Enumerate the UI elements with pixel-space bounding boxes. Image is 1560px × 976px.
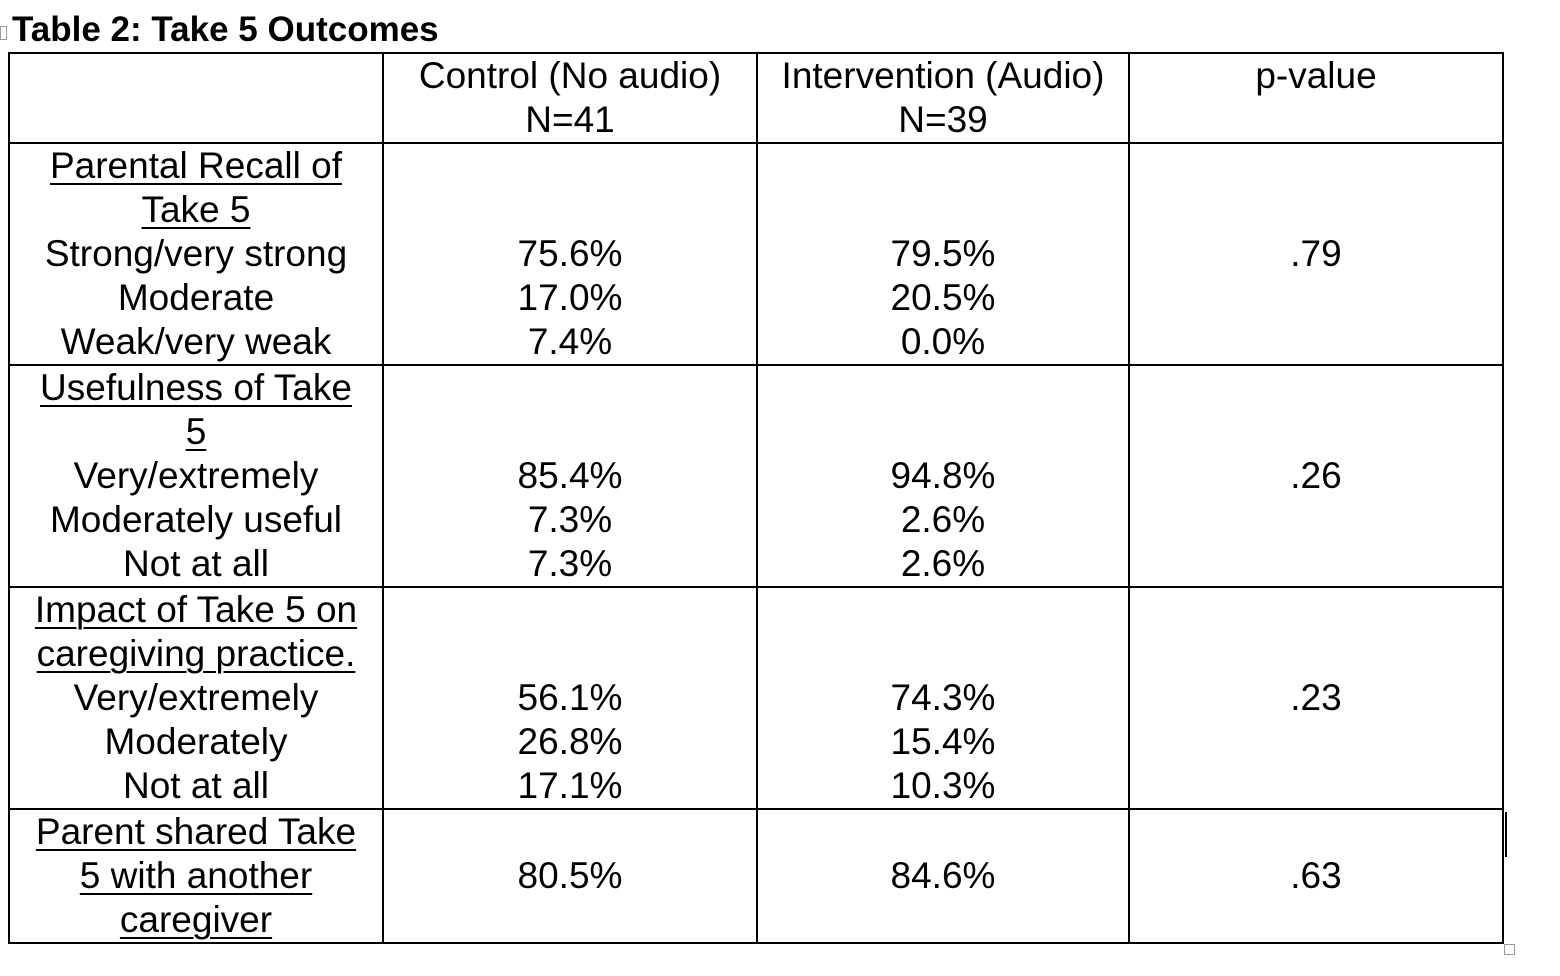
control-value: 56.1% — [517, 677, 623, 718]
intervention-values-cell: 79.5% 20.5% 0.0% — [756, 142, 1130, 366]
control-value: 7.3% — [527, 499, 613, 540]
pvalue: .63 — [1290, 855, 1342, 896]
intervention-value: 84.6% — [890, 855, 996, 896]
control-value: 7.3% — [527, 543, 613, 584]
row-label-cell: Impact of Take 5 on caregiving practice.… — [8, 586, 384, 810]
group-heading: 5 with another — [79, 855, 313, 896]
group-heading: Take 5 — [141, 189, 251, 230]
group-heading: caregiving practice. — [36, 633, 356, 674]
header-control-n: N=41 — [525, 99, 615, 140]
category-label: Moderately — [104, 721, 288, 762]
header-empty-cell — [8, 52, 384, 144]
table-resize-handle[interactable] — [1504, 944, 1515, 955]
category-label: Not at all — [122, 765, 269, 806]
control-value: 80.5% — [517, 855, 623, 896]
header-control-cell: Control (No audio) N=41 — [382, 52, 758, 144]
header-intervention-cell: Intervention (Audio) N=39 — [756, 52, 1130, 144]
table-title: Table 2: Take 5 Outcomes — [12, 10, 439, 49]
control-value: 85.4% — [517, 455, 623, 496]
category-label: Not at all — [122, 543, 269, 584]
pvalue-cell: .63 — [1128, 808, 1504, 944]
group-heading: 5 — [185, 411, 207, 452]
pvalue-cell: .79 — [1128, 142, 1504, 366]
pvalue: .26 — [1290, 455, 1342, 496]
outcomes-table: Control (No audio) N=41 Intervention (Au… — [8, 52, 1504, 944]
intervention-value: 79.5% — [890, 233, 996, 274]
table-row: Parent shared Take 5 with another caregi… — [8, 808, 1504, 944]
intervention-value: 74.3% — [890, 677, 996, 718]
group-heading: Parent shared Take — [35, 811, 357, 852]
group-heading: Impact of Take 5 on — [34, 589, 358, 630]
intervention-values-cell: 74.3% 15.4% 10.3% — [756, 586, 1130, 810]
category-label: Strong/very strong — [44, 233, 348, 274]
header-intervention-n: N=39 — [898, 99, 988, 140]
intervention-value: 10.3% — [890, 765, 996, 806]
control-values-cell: 80.5% — [382, 808, 758, 944]
control-values-cell: 75.6% 17.0% 7.4% — [382, 142, 758, 366]
header-intervention-label: Intervention (Audio) — [781, 55, 1105, 96]
table-row: Parental Recall of Take 5 Strong/very st… — [8, 142, 1504, 366]
header-pvalue-label: p-value — [1255, 55, 1377, 96]
intervention-value: 2.6% — [900, 499, 986, 540]
row-label-cell: Parental Recall of Take 5 Strong/very st… — [8, 142, 384, 366]
intervention-value: 15.4% — [890, 721, 996, 762]
intervention-values-cell: 94.8% 2.6% 2.6% — [756, 364, 1130, 588]
category-label: Moderate — [117, 277, 275, 318]
control-value: 26.8% — [517, 721, 623, 762]
pvalue-cell: .26 — [1128, 364, 1504, 588]
pvalue: .23 — [1290, 677, 1342, 718]
row-label-cell: Usefulness of Take 5 Very/extremely Mode… — [8, 364, 384, 588]
table-anchor-handle[interactable] — [0, 26, 7, 40]
intervention-value: 2.6% — [900, 543, 986, 584]
control-value: 17.1% — [517, 765, 623, 806]
text-cursor — [1505, 812, 1507, 857]
category-label: Weak/very weak — [60, 321, 332, 362]
control-value: 17.0% — [517, 277, 623, 318]
group-heading: Parental Recall of — [49, 145, 343, 186]
pvalue-cell: .23 — [1128, 586, 1504, 810]
intervention-value: 0.0% — [900, 321, 986, 362]
category-label: Very/extremely — [73, 677, 319, 718]
intervention-value: 20.5% — [890, 277, 996, 318]
category-label: Very/extremely — [73, 455, 319, 496]
group-heading: caregiver — [119, 899, 273, 940]
control-value: 75.6% — [517, 233, 623, 274]
table-header-row: Control (No audio) N=41 Intervention (Au… — [8, 52, 1504, 144]
group-heading: Usefulness of Take — [40, 367, 352, 408]
control-values-cell: 56.1% 26.8% 17.1% — [382, 586, 758, 810]
table-row: Usefulness of Take 5 Very/extremely Mode… — [8, 364, 1504, 588]
table-row: Impact of Take 5 on caregiving practice.… — [8, 586, 1504, 810]
intervention-values-cell: 84.6% — [756, 808, 1130, 944]
header-control-label: Control (No audio) — [418, 55, 722, 96]
pvalue: .79 — [1290, 233, 1342, 274]
control-values-cell: 85.4% 7.3% 7.3% — [382, 364, 758, 588]
header-pvalue-cell: p-value — [1128, 52, 1504, 144]
control-value: 7.4% — [527, 321, 613, 362]
intervention-value: 94.8% — [890, 455, 996, 496]
row-label-cell: Parent shared Take 5 with another caregi… — [8, 808, 384, 944]
category-label: Moderately useful — [49, 499, 343, 540]
